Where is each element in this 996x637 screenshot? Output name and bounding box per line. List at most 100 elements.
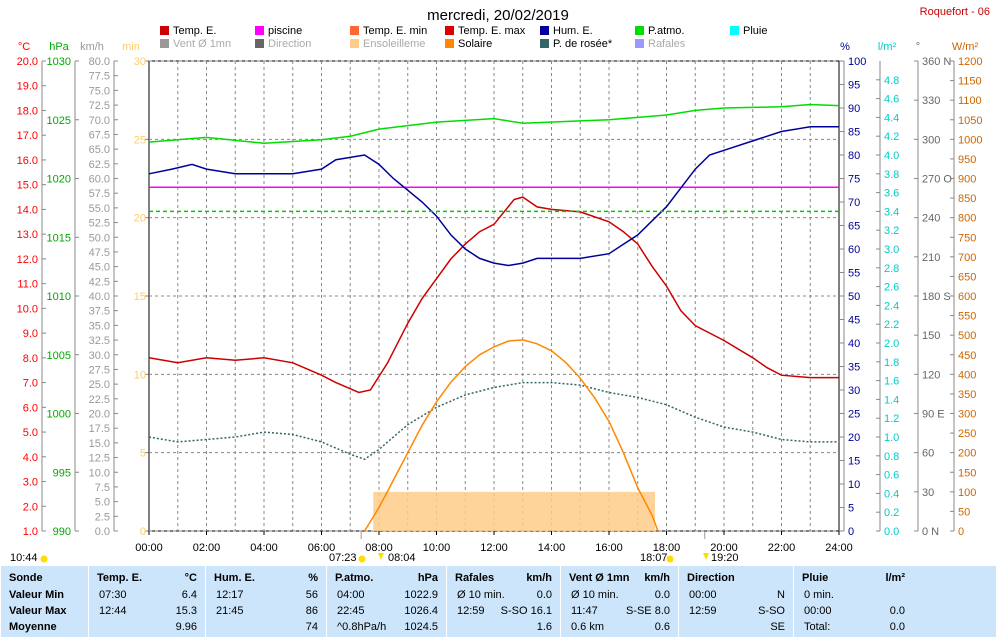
summary-value: 56 bbox=[305, 589, 318, 601]
summary-cell: 00:00 bbox=[804, 605, 832, 617]
sun-marks: 10:44 07:23 08:04 18:07 19:20 bbox=[10, 531, 739, 564]
dir-tick-label: 300 bbox=[922, 134, 940, 146]
summary-title: Sonde bbox=[9, 572, 43, 584]
sun-tick-label: 20 bbox=[134, 213, 146, 225]
summary-header: Direction bbox=[679, 570, 793, 586]
summary-value: 0.6 bbox=[654, 621, 670, 633]
press-tick-label: 1005 bbox=[47, 350, 71, 362]
summary-row: 11:47 S-SE 8.0 bbox=[561, 603, 678, 619]
rain-tick-label: 0.2 bbox=[884, 507, 899, 519]
wind-tick-label: 40.0 bbox=[89, 291, 110, 303]
wind-tick-label: 62.5 bbox=[89, 159, 110, 171]
wind-tick-label: 72.5 bbox=[89, 100, 110, 112]
wind-tick-label: 35.0 bbox=[89, 320, 110, 332]
summary-title: Rafales bbox=[455, 572, 495, 584]
temp-tick-label: 13.0 bbox=[17, 229, 38, 241]
summary-row: Total: 0.0 bbox=[794, 619, 913, 635]
sunrise-icon bbox=[358, 555, 366, 563]
temp-tick-label: 1.0 bbox=[23, 526, 38, 538]
press-tick-label: 990 bbox=[53, 526, 71, 538]
sunrise2-time: 08:04 bbox=[388, 552, 416, 564]
summary-value: S-SO 16.1 bbox=[500, 605, 552, 617]
summary-unit: km/h bbox=[526, 572, 552, 584]
wind-tick-label: 42.5 bbox=[89, 276, 110, 288]
summary-row: 1.6 bbox=[447, 619, 560, 635]
series-p-de-ros-e bbox=[148, 381, 839, 461]
dir-tick-label: 270 O bbox=[922, 174, 952, 186]
hum-axis-unit: % bbox=[840, 41, 850, 53]
solar-tick-label: 200 bbox=[958, 448, 976, 460]
solar-tick-label: 250 bbox=[958, 428, 976, 440]
rain-tick-label: 0.4 bbox=[884, 488, 899, 500]
hum-tick-label: 90 bbox=[848, 103, 860, 115]
dir-tick-label: 240 bbox=[922, 213, 940, 225]
rain-tick-label: 3.6 bbox=[884, 188, 899, 200]
temp-tick-label: 3.0 bbox=[23, 477, 38, 489]
solar-tick-label: 400 bbox=[958, 369, 976, 381]
legend-swatch bbox=[540, 26, 549, 35]
legend-label: Temp. E. bbox=[173, 25, 216, 37]
summary-title: P.atmo. bbox=[335, 572, 374, 584]
solar-tick-label: 800 bbox=[958, 213, 976, 225]
rain-tick-label: 3.2 bbox=[884, 225, 899, 237]
summary-title: Vent Ø 1mn bbox=[569, 572, 630, 584]
summary-row: 22:45 1026.4 bbox=[327, 603, 446, 619]
rain-tick-label: 1.2 bbox=[884, 413, 899, 425]
summary-row: 9.96 bbox=[89, 619, 205, 635]
summary-unit: hPa bbox=[417, 572, 438, 584]
solar-tick-label: 900 bbox=[958, 174, 976, 186]
summary-row: 12:59 S-SO bbox=[679, 603, 793, 619]
wind-tick-label: 0.0 bbox=[95, 526, 110, 538]
rain-tick-label: 1.0 bbox=[884, 432, 899, 444]
solar-tick-label: 100 bbox=[958, 487, 976, 499]
wind-axis-unit: km/h bbox=[80, 41, 104, 53]
sunrise2-icon bbox=[378, 553, 384, 560]
summary-value: N bbox=[777, 589, 785, 601]
solar-tick-label: 750 bbox=[958, 232, 976, 244]
summary-row: 07:30 6.4 bbox=[89, 587, 205, 603]
solar-tick-label: 1050 bbox=[958, 115, 982, 127]
rain-tick-label: 0.6 bbox=[884, 470, 899, 482]
rain-tick-label: 2.4 bbox=[884, 300, 899, 312]
summary-row: 04:00 1022.9 bbox=[327, 587, 446, 603]
wind-tick-label: 47.5 bbox=[89, 247, 110, 259]
legend-swatch bbox=[445, 39, 454, 48]
moon-right-icon bbox=[703, 553, 709, 560]
dir-tick-label: 360 N bbox=[922, 56, 951, 68]
summary-value: 74 bbox=[305, 621, 318, 633]
wind-tick-label: 22.5 bbox=[89, 394, 110, 406]
solar-tick-label: 1000 bbox=[958, 134, 982, 146]
x-tick-label: 04:00 bbox=[250, 542, 278, 554]
solar-tick-label: 1200 bbox=[958, 56, 982, 68]
summary-row: 21:45 86 bbox=[206, 603, 326, 619]
summary-cell: 12:44 bbox=[99, 605, 127, 617]
rain-tick-label: 2.8 bbox=[884, 263, 899, 275]
wind-tick-label: 15.0 bbox=[89, 438, 110, 450]
wind-tick-label: 25.0 bbox=[89, 379, 110, 391]
summary-value: S-SO bbox=[758, 605, 785, 617]
summary-cell: 21:45 bbox=[216, 605, 244, 617]
hum-tick-label: 30 bbox=[848, 385, 860, 397]
series-p-atmo bbox=[148, 103, 840, 145]
summary-row: 00:00 N bbox=[679, 587, 793, 603]
summary-table: Sonde Valeur Min Valeur Max Moyenne Temp. E.… bbox=[0, 566, 996, 637]
hum-tick-label: 95 bbox=[848, 80, 860, 92]
summary-title: Hum. E. bbox=[214, 572, 255, 584]
solar-tick-label: 150 bbox=[958, 467, 976, 479]
summary-cell: 12:17 bbox=[216, 589, 244, 601]
legend-label: P.atmo. bbox=[648, 25, 685, 37]
rain-tick-label: 3.4 bbox=[884, 206, 899, 218]
summary-row: ^0.8hPa/h 1024.5 bbox=[327, 619, 446, 635]
summary-row: Ø 10 min. 0.0 bbox=[561, 587, 678, 603]
dir-tick-label: 120 bbox=[922, 369, 940, 381]
moon-left-icon bbox=[40, 555, 48, 563]
summary-title: Direction bbox=[687, 572, 735, 584]
summary-value: 9.96 bbox=[175, 621, 197, 633]
hum-tick-label: 10 bbox=[848, 479, 860, 491]
wind-tick-label: 27.5 bbox=[89, 364, 110, 376]
summary-col: Vent Ø 1mn km/h Ø 10 min. 0.0 11:47 S-SE 8.0 0… bbox=[560, 566, 678, 637]
summary-row: 0.6 km 0.6 bbox=[561, 619, 678, 635]
wind-tick-label: 52.5 bbox=[89, 218, 110, 230]
summary-row: 12:17 56 bbox=[206, 587, 326, 603]
summary-header: Pluie l/m² bbox=[794, 570, 913, 586]
